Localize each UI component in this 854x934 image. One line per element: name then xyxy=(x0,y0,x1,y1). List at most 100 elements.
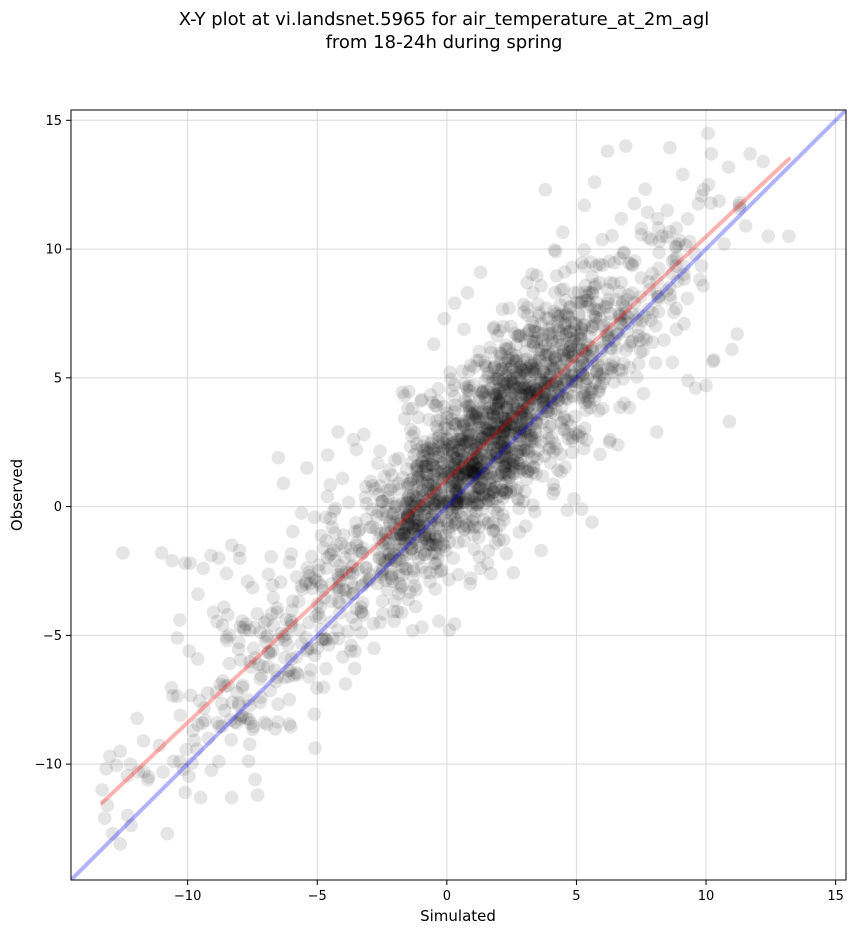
scatter-point xyxy=(346,432,361,447)
scatter-point xyxy=(474,479,488,494)
scatter-point xyxy=(426,442,441,456)
scatter-point xyxy=(579,433,594,447)
scatter-point xyxy=(447,450,462,465)
scatter-point xyxy=(504,372,519,386)
scatter-point xyxy=(607,333,621,348)
scatter-point xyxy=(489,398,504,413)
scatter-point xyxy=(537,400,551,414)
scatter-point xyxy=(284,652,299,666)
scatter-point xyxy=(535,407,549,421)
scatter-point xyxy=(453,496,467,510)
scatter-point xyxy=(483,482,498,497)
scatter-point xyxy=(428,450,443,465)
scatter-point xyxy=(512,456,526,471)
scatter-point xyxy=(422,446,436,460)
scatter-point xyxy=(447,497,462,512)
scatter-point xyxy=(539,404,554,418)
y-tick-label: 0 xyxy=(54,500,62,515)
scatter-point xyxy=(392,517,407,531)
scatter-point xyxy=(493,435,507,450)
scatter-point xyxy=(450,490,465,504)
scatter-point xyxy=(469,410,484,424)
scatter-point xyxy=(652,234,667,249)
scatter-point xyxy=(490,408,505,423)
scatter-point xyxy=(523,428,538,443)
scatter-point xyxy=(517,440,531,455)
scatter-point xyxy=(445,449,460,464)
scatter-point xyxy=(609,327,623,342)
scatter-point xyxy=(405,480,419,495)
scatter-point xyxy=(565,445,579,460)
scatter-point xyxy=(529,416,544,431)
scatter-point xyxy=(501,362,516,377)
scatter-point xyxy=(508,387,523,402)
scatter-point xyxy=(518,380,533,395)
scatter-point xyxy=(215,673,230,688)
scatter-point xyxy=(448,417,462,431)
scatter-point xyxy=(466,458,481,473)
scatter-point xyxy=(512,501,526,516)
scatter-point xyxy=(465,494,479,509)
scatter-point xyxy=(669,250,684,265)
scatter-point xyxy=(577,356,592,371)
scatter-point xyxy=(474,383,488,398)
scatter-point xyxy=(524,334,538,349)
scatter-point xyxy=(292,623,307,637)
scatter-point xyxy=(486,524,501,538)
scatter-point xyxy=(425,547,439,561)
scatter-point xyxy=(232,543,247,558)
scatter-point xyxy=(487,430,502,445)
scatter-point xyxy=(480,384,494,398)
scatter-point xyxy=(340,591,354,605)
scatter-point xyxy=(506,353,521,368)
scatter-point xyxy=(478,420,492,435)
scatter-point xyxy=(642,282,657,297)
scatter-point xyxy=(427,443,441,457)
scatter-point xyxy=(455,481,469,496)
y-axis-label: Observed xyxy=(8,459,26,531)
scatter-point xyxy=(531,343,546,358)
scatter-point xyxy=(428,481,442,495)
scatter-point xyxy=(435,501,449,515)
y-tick-label: 10 xyxy=(45,243,62,258)
scatter-point xyxy=(505,347,519,361)
scatter-point xyxy=(332,596,347,611)
scatter-point xyxy=(756,154,770,169)
scatter-point xyxy=(394,605,409,620)
scatter-point xyxy=(463,481,478,496)
scatter-point xyxy=(427,496,441,511)
scatter-point xyxy=(651,292,665,307)
scatter-point xyxy=(393,527,408,542)
scatter-point xyxy=(410,483,424,497)
scatter-point xyxy=(268,663,282,677)
scatter-point xyxy=(552,367,567,382)
scatter-point xyxy=(420,445,435,460)
scatter-point xyxy=(233,620,248,634)
scatter-point xyxy=(559,306,574,320)
scatter-point xyxy=(467,467,481,482)
scatter-point xyxy=(631,308,646,322)
scatter-point xyxy=(582,395,597,409)
scatter-point xyxy=(342,566,357,580)
scatter-point xyxy=(538,376,552,390)
scatter-point xyxy=(667,305,681,320)
scatter-point xyxy=(477,487,491,501)
scatter-point xyxy=(502,368,517,383)
scatter-point xyxy=(672,233,687,248)
scatter-point xyxy=(426,452,440,467)
grid xyxy=(71,110,846,880)
scatter-point xyxy=(519,472,534,486)
scatter-point xyxy=(99,762,113,776)
scatter-point xyxy=(567,285,581,300)
scatter-point xyxy=(581,349,596,363)
scatter-point xyxy=(452,488,467,502)
scatter-point xyxy=(599,324,613,339)
scatter-point xyxy=(472,429,486,444)
scatter-point xyxy=(572,368,587,382)
scatter-point xyxy=(574,294,589,309)
scatter-point xyxy=(505,391,519,406)
scatter-point xyxy=(414,394,428,408)
scatter-point xyxy=(469,504,484,519)
scatter-point xyxy=(490,455,504,469)
scatter-point xyxy=(516,297,531,312)
